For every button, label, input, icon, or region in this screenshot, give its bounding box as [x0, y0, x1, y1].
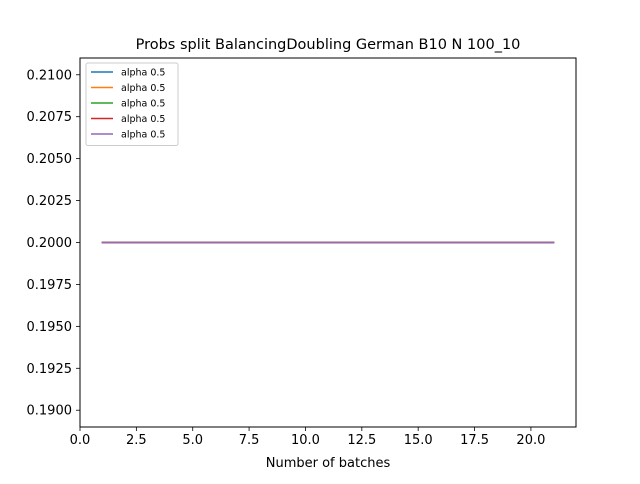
x-tick-label: 17.5 [460, 433, 489, 448]
legend-label-4: alpha 0.5 [121, 114, 165, 125]
y-tick-label: 0.1925 [27, 362, 73, 377]
chart-title: Probs split BalancingDoubling German B10… [136, 37, 521, 53]
legend-label-1: alpha 0.5 [121, 68, 165, 79]
x-axis-label: Number of batches [266, 456, 391, 471]
y-tick-label: 0.2000 [27, 236, 73, 251]
y-tick-label: 0.1950 [27, 320, 73, 335]
x-tick-label: 2.5 [126, 433, 147, 448]
y-tick-label: 0.1900 [27, 404, 73, 419]
legend-label-2: alpha 0.5 [121, 83, 165, 94]
x-tick-label: 12.5 [347, 433, 376, 448]
legend-box [85, 62, 179, 146]
legend-label-5: alpha 0.5 [121, 130, 165, 141]
x-tick-label: 10.0 [291, 433, 320, 448]
axes-layer: 0.0 2.5 5.0 7.5 10.0 12.5 15.0 17.5 20.0 0.1900 0.… [27, 68, 546, 448]
x-tick-label: 0.0 [70, 433, 91, 448]
y-tick-label: 0.2050 [27, 152, 73, 167]
x-tick-label: 7.5 [239, 433, 260, 448]
x-tick-label: 20.0 [516, 433, 545, 448]
legend: alpha 0.5 alpha 0.5 alpha 0.5 alpha 0.5 alph… [85, 62, 179, 146]
y-tick-label: 0.1975 [27, 278, 73, 293]
x-tick-label: 15.0 [404, 433, 433, 448]
y-tick-label: 0.2025 [27, 194, 73, 209]
plot-frame [79, 57, 577, 428]
y-tick-label: 0.2075 [27, 110, 73, 125]
legend-label-3: alpha 0.5 [121, 99, 165, 110]
x-tick-label: 5.0 [182, 433, 203, 448]
y-tick-label: 0.2100 [27, 68, 73, 83]
